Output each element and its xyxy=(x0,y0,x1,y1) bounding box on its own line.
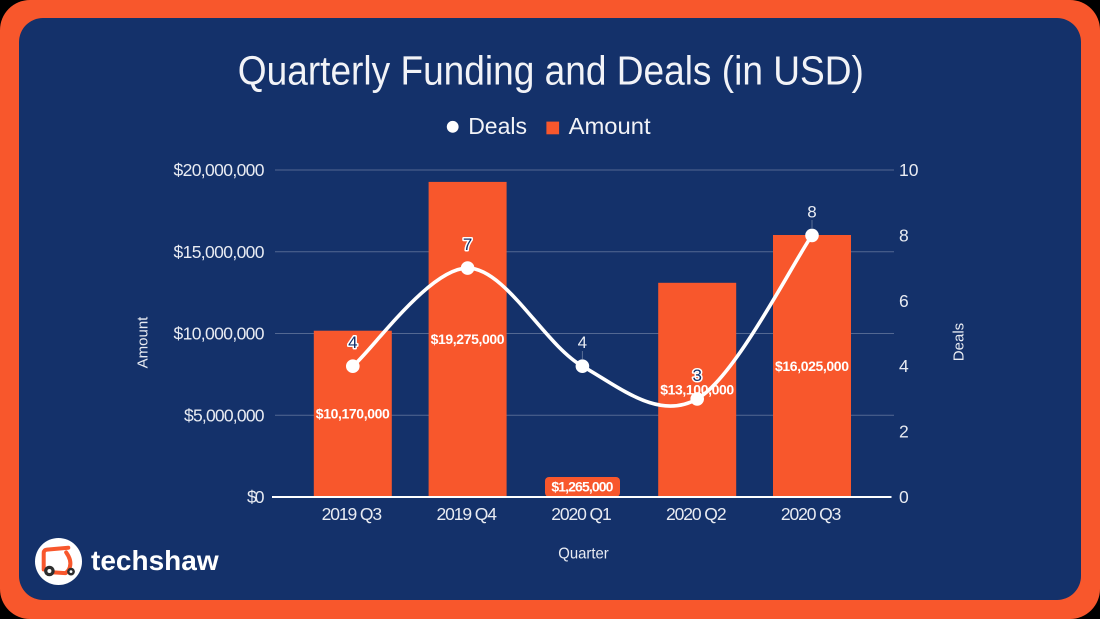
svg-text:2019 Q4: 2019 Q4 xyxy=(436,504,497,524)
svg-text:Deals: Deals xyxy=(468,113,527,139)
svg-text:2020 Q2: 2020 Q2 xyxy=(666,504,727,524)
svg-text:4: 4 xyxy=(348,333,357,352)
svg-text:2: 2 xyxy=(899,422,909,442)
svg-text:Amount: Amount xyxy=(569,113,652,139)
svg-text:$10,000,000: $10,000,000 xyxy=(174,324,265,344)
svg-text:$0: $0 xyxy=(247,487,265,507)
svg-text:2020 Q3: 2020 Q3 xyxy=(781,504,842,524)
svg-text:$20,000,000: $20,000,000 xyxy=(174,160,265,180)
svg-text:3: 3 xyxy=(692,366,701,385)
svg-text:8: 8 xyxy=(899,225,909,245)
svg-text:$10,170,000: $10,170,000 xyxy=(316,406,390,422)
svg-text:4: 4 xyxy=(899,356,909,376)
svg-text:$15,000,000: $15,000,000 xyxy=(174,242,265,262)
svg-text:4: 4 xyxy=(578,333,587,352)
svg-text:techshaw: techshaw xyxy=(91,545,219,576)
svg-text:Quarterly Funding and Deals (i: Quarterly Funding and Deals (in USD) xyxy=(238,48,864,94)
svg-text:2019 Q3: 2019 Q3 xyxy=(322,504,383,524)
svg-text:Quarter: Quarter xyxy=(558,546,609,563)
svg-text:2020 Q1: 2020 Q1 xyxy=(551,504,612,524)
svg-text:$19,275,000: $19,275,000 xyxy=(431,331,505,347)
svg-text:7: 7 xyxy=(463,235,472,254)
svg-text:10: 10 xyxy=(899,160,919,180)
svg-text:$16,025,000: $16,025,000 xyxy=(775,358,849,374)
svg-text:$5,000,000: $5,000,000 xyxy=(184,405,265,425)
svg-text:Amount: Amount xyxy=(135,316,152,369)
svg-text:6: 6 xyxy=(899,291,909,311)
svg-text:$1,265,000: $1,265,000 xyxy=(551,479,613,495)
svg-text:$13,100,000: $13,100,000 xyxy=(660,382,734,398)
svg-text:8: 8 xyxy=(807,202,816,221)
svg-text:0: 0 xyxy=(899,487,909,507)
svg-text:Deals: Deals xyxy=(951,323,968,361)
